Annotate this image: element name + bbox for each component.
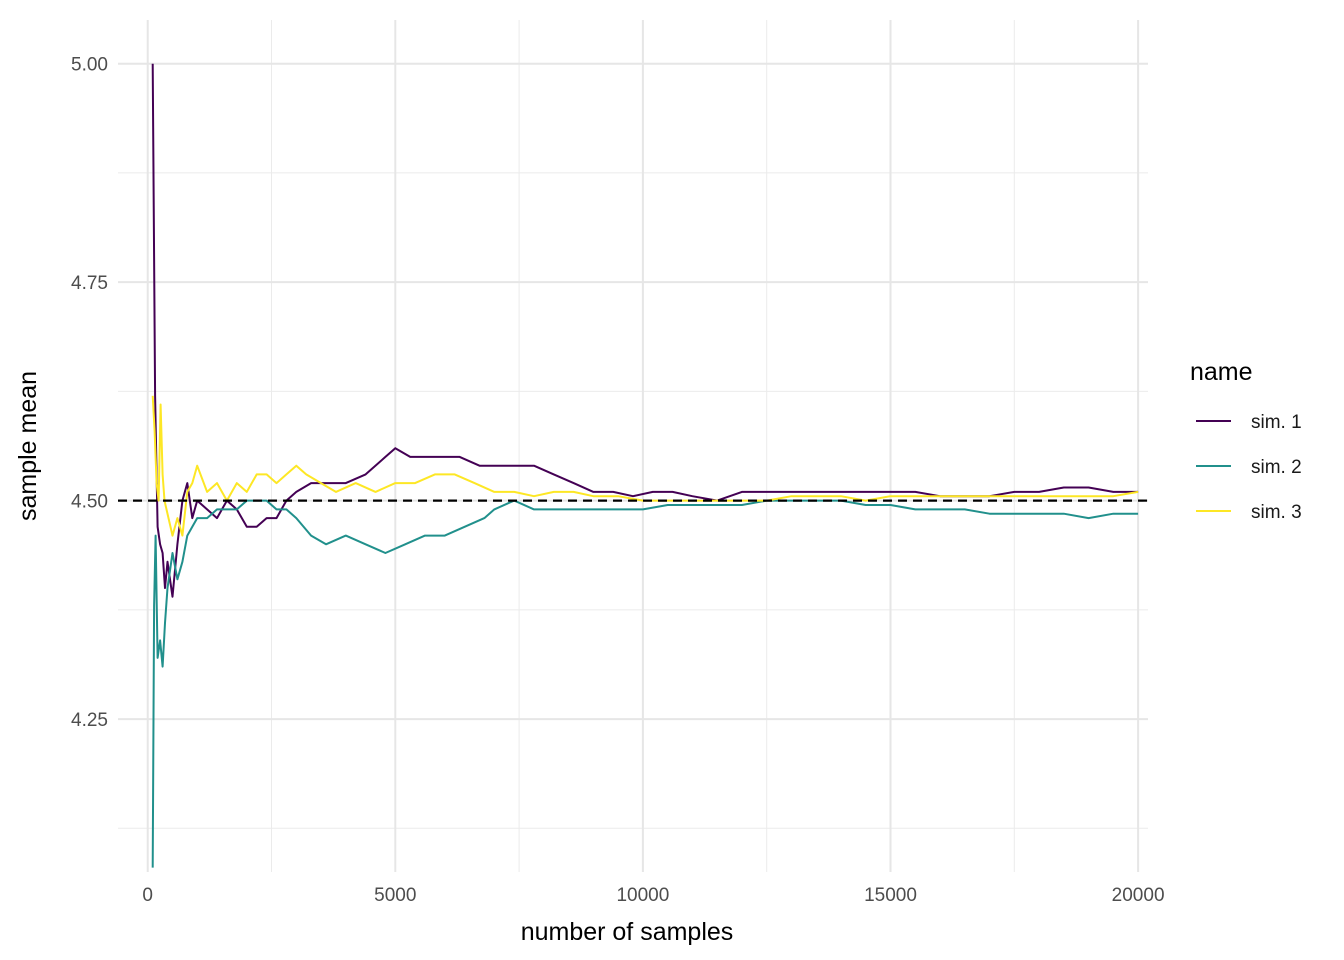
x-tick-label: 10000	[616, 885, 669, 906]
major-gridlines	[118, 20, 1148, 872]
y-tick-label: 4.75	[71, 273, 108, 294]
y-tick-label: 4.50	[71, 492, 108, 513]
y-tick-label: 4.25	[71, 710, 108, 731]
legend-title: name	[1190, 358, 1253, 386]
x-tick-label: 0	[142, 885, 153, 906]
legend: name sim. 1 sim. 2 sim. 3	[1190, 358, 1302, 523]
legend-label-3: sim. 3	[1251, 502, 1302, 523]
y-axis-tick-labels: 4.25 4.50 4.75 5.00	[71, 55, 108, 731]
legend-label-1: sim. 1	[1251, 412, 1302, 433]
minor-gridlines	[118, 20, 1148, 872]
x-axis-title: number of samples	[521, 918, 734, 946]
y-tick-label: 5.00	[71, 55, 108, 76]
x-tick-label: 15000	[864, 885, 917, 906]
series-lines	[151, 63, 1139, 868]
y-axis-title: sample mean	[14, 371, 42, 521]
series-line-3	[151, 395, 1139, 537]
x-tick-label: 5000	[374, 885, 416, 906]
series-line-2	[151, 499, 1139, 868]
series-line-1	[151, 63, 1139, 598]
legend-label-2: sim. 2	[1251, 457, 1302, 478]
x-axis-tick-labels: 0 5000 10000 15000 20000	[142, 885, 1164, 906]
x-tick-label: 20000	[1112, 885, 1165, 906]
